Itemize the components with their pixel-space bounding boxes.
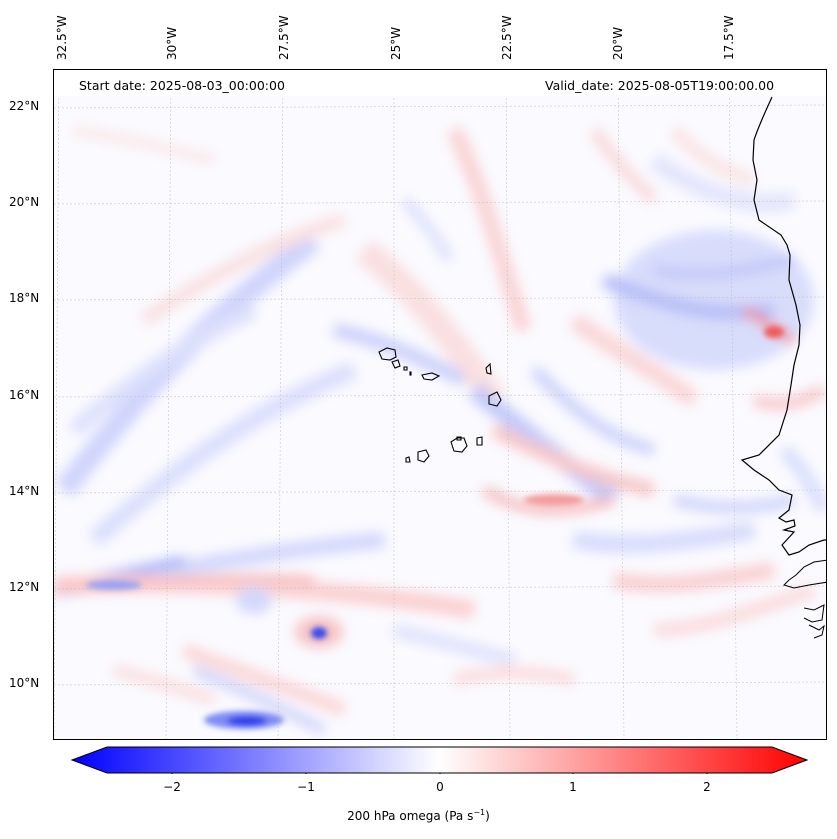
lon-label-25w: 25°W — [389, 26, 403, 60]
valid-date-text: Valid_date: 2025-08-05T19:00:00.00 — [545, 78, 775, 93]
colorbar-tick-m1: −1 — [297, 780, 315, 794]
cape-verde-islands — [378, 347, 502, 463]
lat-label-22n: 22°N — [9, 99, 40, 113]
lon-label-20w: 20°W — [611, 26, 625, 60]
lat-label-16n: 16°N — [9, 388, 40, 402]
lon-label-17-5w: 17.5°W — [722, 15, 736, 60]
colorbar-tick-1: 1 — [569, 780, 577, 794]
gridlines — [54, 70, 826, 739]
lat-label-10n: 10°N — [9, 676, 40, 690]
colorbar-gradient — [70, 746, 809, 774]
lon-label-30w: 30°W — [165, 26, 179, 60]
colorbar-label: 200 hPa omega (Pa s−1) — [347, 808, 490, 823]
lon-label-22-5w: 22.5°W — [500, 15, 514, 60]
start-date-text: Start date: 2025-08-03_00:00:00 — [79, 78, 285, 93]
lon-label-27-5w: 27.5°W — [277, 15, 291, 60]
colorbar — [70, 746, 809, 774]
map-plot-area — [53, 69, 827, 740]
lat-label-20n: 20°N — [9, 195, 40, 209]
colorbar-tick-0: 0 — [436, 780, 444, 794]
lat-label-14n: 14°N — [9, 484, 40, 498]
lat-label-18n: 18°N — [9, 291, 40, 305]
lat-label-12n: 12°N — [9, 580, 40, 594]
coast-detail-south — [783, 559, 826, 639]
colorbar-tick-m2: −2 — [163, 780, 181, 794]
colorbar-tick-2: 2 — [703, 780, 711, 794]
africa-coastline — [740, 96, 826, 556]
colorbar-ticks — [171, 773, 708, 774]
map-header-bar — [54, 70, 826, 96]
lon-label-32-5w: 32.5°W — [55, 15, 69, 60]
omega-field — [54, 70, 826, 739]
